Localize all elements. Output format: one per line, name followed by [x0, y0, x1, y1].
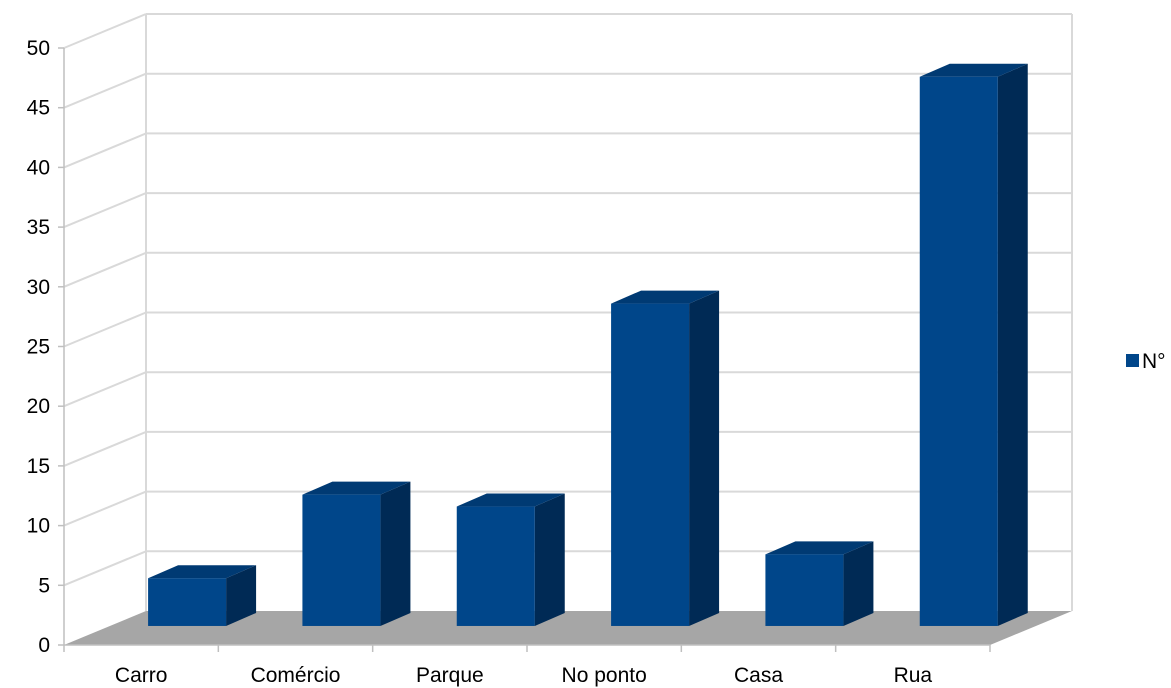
bar-top	[919, 63, 1028, 77]
grid-layer	[63, 13, 1073, 611]
bar-top	[302, 481, 411, 495]
bar-top	[765, 541, 874, 555]
bar-side	[380, 481, 411, 626]
gridline-side	[63, 13, 147, 49]
x-category-label: No ponto	[562, 664, 647, 687]
bar-front	[456, 506, 535, 626]
bar-top	[456, 493, 565, 507]
y-tick-label: 40	[27, 156, 50, 179]
gridline-side	[63, 490, 147, 527]
gridline-side	[63, 72, 147, 109]
axes	[58, 47, 991, 652]
bar-parque	[456, 493, 565, 626]
bars	[148, 63, 1028, 626]
bar-top	[148, 565, 257, 579]
gridline-side	[63, 430, 147, 467]
bar-side	[997, 63, 1028, 626]
labels: 0 5 10 15 20 25 30 35 40 45 50 Carro Comércio Parque N…	[27, 37, 933, 687]
gridline-side	[63, 192, 147, 229]
bar-front	[148, 578, 227, 626]
x-category-label: Parque	[416, 664, 484, 687]
gridline-side	[63, 371, 147, 408]
y-tick-label: 5	[38, 574, 50, 597]
x-category-label: Carro	[115, 664, 168, 687]
y-tick-label: 0	[38, 634, 50, 657]
x-category-label: Rua	[894, 664, 933, 687]
y-tick-label: 35	[27, 216, 50, 239]
bar-rua	[919, 63, 1028, 626]
bar-comércio	[302, 481, 411, 626]
bar-side	[534, 493, 565, 626]
y-tick-label: 10	[27, 515, 50, 538]
bar-casa	[765, 541, 874, 626]
bar-front	[919, 76, 998, 626]
bar-top	[611, 290, 720, 304]
gridline-side	[63, 311, 147, 348]
legend-swatch	[1126, 354, 1139, 367]
y-tick-label: 50	[27, 37, 50, 60]
bar-front	[302, 494, 381, 626]
y-tick-label: 20	[27, 395, 50, 418]
bar-front	[765, 554, 844, 626]
bar-side	[226, 565, 257, 626]
x-category-label: Comércio	[251, 664, 341, 687]
gridline-side	[63, 251, 147, 288]
y-tick-label: 25	[27, 336, 50, 359]
gridline-side	[63, 550, 147, 587]
bar-side	[843, 541, 874, 626]
legend: N°	[1126, 350, 1166, 373]
x-category-label: Casa	[734, 664, 783, 687]
legend-label: N°	[1142, 350, 1166, 373]
bar-front	[611, 303, 690, 626]
bar-carro	[148, 565, 257, 626]
bar-no-ponto	[611, 290, 720, 626]
bar-side	[689, 290, 720, 626]
y-tick-label: 15	[27, 455, 50, 478]
gridline-side	[63, 132, 147, 169]
y-tick-label: 45	[27, 97, 50, 120]
y-tick-label: 30	[27, 276, 50, 299]
